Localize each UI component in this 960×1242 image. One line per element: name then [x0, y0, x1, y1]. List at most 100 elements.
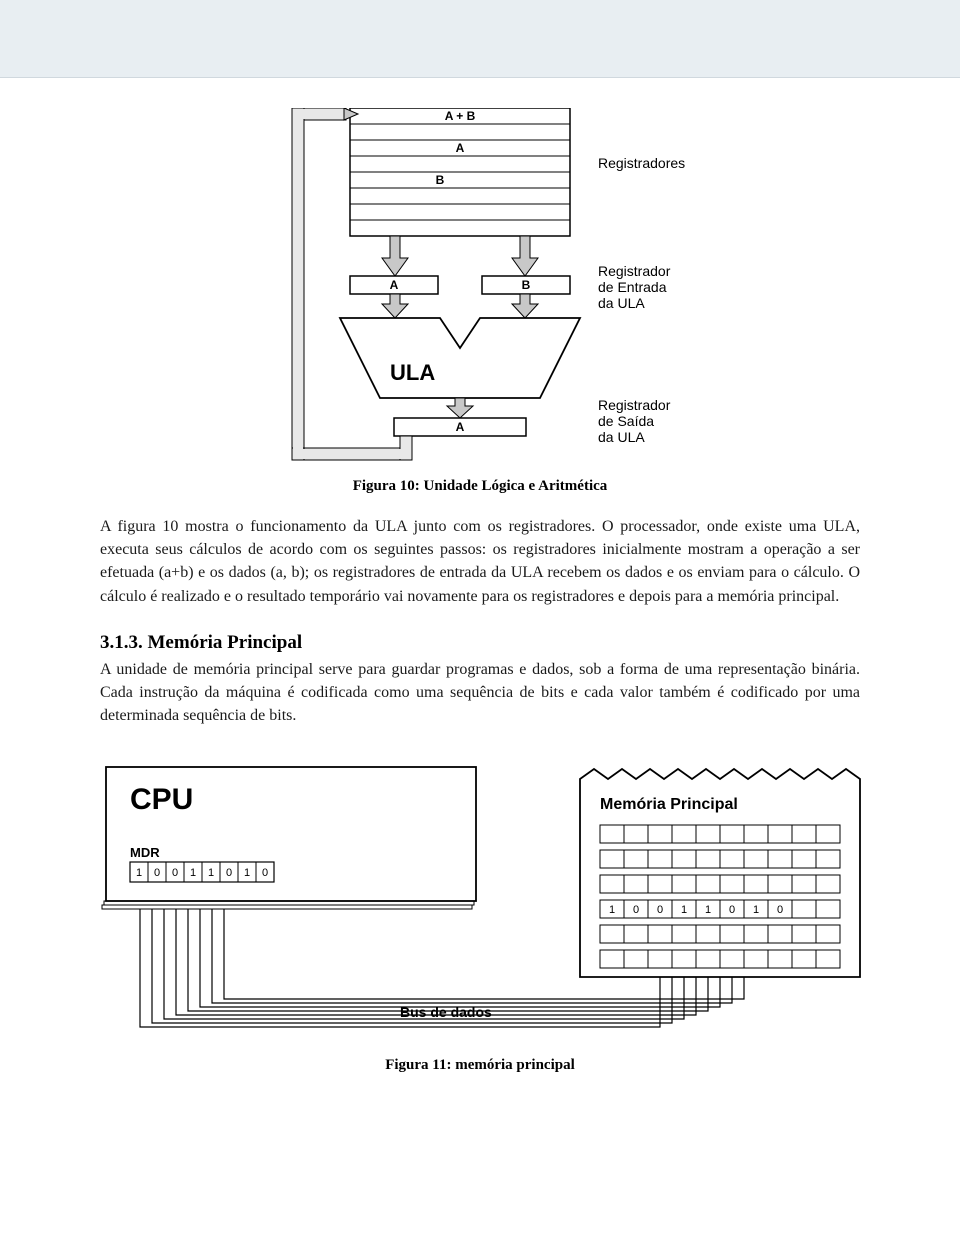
- output-label-line3: da ULA: [598, 429, 645, 445]
- mdr-bits: 1 0 0 1 1 0 1 0: [130, 862, 274, 882]
- memory-cell: [696, 950, 720, 968]
- memory-cell: [816, 875, 840, 893]
- mdr-bit: 1: [244, 867, 250, 879]
- memory-cell: [648, 875, 672, 893]
- memory-cell: [720, 875, 744, 893]
- mdr-bit: 0: [226, 867, 232, 879]
- input-label-line1: Registrador: [598, 263, 671, 279]
- memory-cell: [768, 850, 792, 868]
- output-label-line2: de Saída: [598, 413, 654, 429]
- memory-cell: [720, 950, 744, 968]
- memory-cell: [744, 950, 768, 968]
- memory-cell: [816, 850, 840, 868]
- memory-cell: [816, 950, 840, 968]
- memory-cell: [600, 825, 624, 843]
- figure-memory: CPU MDR 1 0 0 1 1 0: [100, 757, 860, 1074]
- memory-cell: [672, 825, 696, 843]
- page-content: A + B A B Registradores A B Registrador …: [0, 78, 960, 1114]
- mdr-label: MDR: [130, 845, 160, 860]
- section-number: 3.1.3.: [100, 632, 143, 653]
- ula-diagram-svg: A + B A B Registradores A B Registrador …: [100, 108, 860, 468]
- mdr-bit: 1: [208, 867, 214, 879]
- memory-cell: [672, 950, 696, 968]
- mdr-bit: 0: [154, 867, 160, 879]
- cpu-block: CPU MDR 1 0 0 1 1 0: [102, 767, 476, 909]
- bus-label: Bus de dados: [400, 1004, 492, 1020]
- memory-bit: 1: [681, 904, 687, 916]
- memory-cell: [720, 825, 744, 843]
- output-reg-label: A: [456, 420, 465, 434]
- registers-label: Registradores: [598, 155, 685, 171]
- memory-cell: [696, 825, 720, 843]
- memory-cell: [792, 850, 816, 868]
- ula-block: ULA: [340, 318, 580, 398]
- page-header-banner: [0, 0, 960, 78]
- memory-bit: 0: [657, 904, 663, 916]
- section-text: A unidade de memória principal serve par…: [100, 658, 860, 728]
- memory-cell: [600, 950, 624, 968]
- memory-cell: [672, 850, 696, 868]
- memory-cell: [672, 875, 696, 893]
- memory-cell: [768, 950, 792, 968]
- arrows-bank-to-inputs: [382, 236, 538, 276]
- cpu-title: CPU: [130, 783, 193, 816]
- memory-block: Memória Principal 10011010: [580, 769, 860, 977]
- figure1-caption: Figura 10: Unidade Lógica e Aritmética: [100, 478, 860, 495]
- memory-cell: [768, 925, 792, 943]
- mdr-bit: 1: [136, 867, 142, 879]
- memory-cell: [600, 925, 624, 943]
- memory-bit: 1: [609, 904, 615, 916]
- memory-cell: [744, 875, 768, 893]
- memory-cell: [624, 850, 648, 868]
- figure-ula: A + B A B Registradores A B Registrador …: [100, 108, 860, 495]
- memory-title: Memória Principal: [600, 796, 738, 813]
- section-3-1-3: 3.1.3. Memória Principal A unidade de me…: [100, 632, 860, 728]
- memory-cell: [744, 850, 768, 868]
- memory-diagram-svg: CPU MDR 1 0 0 1 1 0: [100, 757, 880, 1047]
- input-reg-a-label: A: [390, 278, 399, 292]
- memory-cell: [792, 875, 816, 893]
- memory-cell: [672, 925, 696, 943]
- input-reg-b-label: B: [522, 278, 531, 292]
- memory-cell: [792, 825, 816, 843]
- memory-cell: [816, 825, 840, 843]
- input-label-line2: de Entrada: [598, 279, 667, 295]
- reg-row-label: A: [456, 141, 465, 155]
- input-label-line3: da ULA: [598, 295, 645, 311]
- memory-cell: [696, 850, 720, 868]
- memory-cell: [648, 925, 672, 943]
- reg-row-label: B: [436, 173, 445, 187]
- memory-cell: [624, 950, 648, 968]
- output-label-line1: Registrador: [598, 397, 671, 413]
- memory-cell: [720, 850, 744, 868]
- memory-cell: [792, 925, 816, 943]
- memory-cell: [696, 875, 720, 893]
- memory-cell: [648, 950, 672, 968]
- memory-cell: [648, 825, 672, 843]
- mdr-bit: 1: [190, 867, 196, 879]
- register-bank: A + B A B: [350, 108, 570, 236]
- section-title: Memória Principal: [148, 632, 303, 653]
- memory-bit: 0: [729, 904, 735, 916]
- memory-cell: [792, 900, 816, 918]
- ula-label: ULA: [390, 360, 435, 385]
- memory-cell: [720, 925, 744, 943]
- memory-bit: 1: [705, 904, 711, 916]
- reg-row-label: A + B: [445, 109, 476, 123]
- memory-cell: [744, 825, 768, 843]
- memory-bit: 0: [777, 904, 783, 916]
- output-register: A: [394, 398, 526, 436]
- mdr-bit: 0: [262, 867, 268, 879]
- memory-cell: [816, 900, 840, 918]
- figure2-caption: Figura 11: memória principal: [100, 1057, 860, 1074]
- mdr-bit: 0: [172, 867, 178, 879]
- memory-cell: [696, 925, 720, 943]
- memory-cell: [648, 850, 672, 868]
- memory-cell: [624, 925, 648, 943]
- memory-cell: [600, 850, 624, 868]
- memory-cell: [792, 950, 816, 968]
- memory-cell: [768, 875, 792, 893]
- input-registers: A B: [350, 276, 570, 294]
- memory-cell: [600, 875, 624, 893]
- memory-cell: [624, 825, 648, 843]
